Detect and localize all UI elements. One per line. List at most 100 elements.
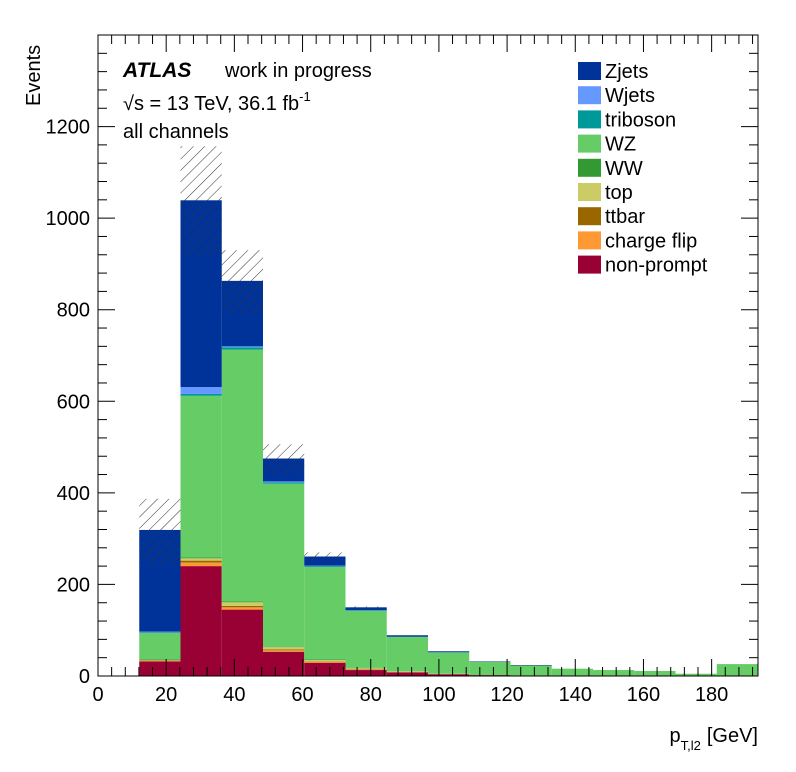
y-tick-label-4: 800: [57, 300, 90, 322]
bar-charge-flip-bin-5: [304, 661, 346, 663]
uncertainty-bands: [139, 146, 387, 610]
uncertainty-band-bin-1: [139, 498, 181, 564]
bar-wz-bin-1: [139, 632, 181, 660]
bar-ttbar-bin-2: [180, 560, 222, 563]
legend-swatch-ttbar: [578, 207, 601, 226]
x-tick-label-5: 100: [422, 684, 455, 706]
bar-non-prompt-bin-4: [263, 651, 305, 676]
bar-wz-bin-7: [386, 637, 428, 672]
bar-non-prompt-bin-3: [221, 609, 263, 676]
bar-wjets-bin-4: [263, 481, 305, 483]
energy-value: = 13 TeV, 36.1 fb: [144, 93, 299, 115]
bar-wz-bin-8: [428, 652, 470, 674]
uncertainty-band-bin-2: [180, 146, 222, 256]
bar-triboson-bin-2: [180, 393, 222, 396]
legend-swatch-wjets: [578, 86, 601, 105]
y-tick-label-0: 0: [79, 666, 90, 688]
bar-wz-bin-14: [675, 673, 717, 676]
legend-label-wjets: Wjets: [605, 85, 655, 107]
y-tick-label-2: 400: [57, 483, 90, 505]
lumi-exponent: -1: [299, 89, 311, 104]
legend-label-ww: WW: [605, 158, 643, 180]
bar-wz-bin-10: [510, 665, 552, 676]
bar-non-prompt-bin-8: [428, 674, 470, 676]
legend-label-zjets: Zjets: [605, 61, 648, 83]
bar-triboson-bin-4: [263, 482, 305, 484]
bar-non-prompt-bin-2: [180, 566, 222, 676]
channel-label: all channels: [123, 121, 229, 143]
bar-triboson-bin-3: [221, 347, 263, 350]
bar-wz-bin-2: [180, 395, 222, 558]
bar-triboson-bin-5: [304, 566, 346, 568]
bar-charge-flip-bin-2: [180, 562, 222, 567]
histogram-bars: [139, 200, 758, 676]
bar-ww-bin-3: [221, 601, 263, 603]
bar-ttbar-bin-3: [221, 605, 263, 608]
x-tick-label-8: 160: [627, 684, 660, 706]
sqrt-s: √s: [123, 93, 144, 115]
status-label: work in progress: [224, 60, 372, 82]
legend-swatch-charge-flip: [578, 231, 601, 250]
bar-ww-bin-2: [180, 557, 222, 559]
x-tick-label-2: 40: [223, 684, 245, 706]
bar-wz-bin-15: [716, 664, 758, 676]
legend-label-charge-flip: charge flip: [605, 230, 697, 252]
legend-swatch-ww: [578, 158, 601, 177]
bar-top-bin-2: [180, 558, 222, 561]
uncertainty-band-bin-5: [304, 552, 346, 562]
legend-label-ttbar: ttbar: [605, 206, 645, 228]
y-tick-label-1: 200: [57, 574, 90, 596]
energy-label: √s = 13 TeV, 36.1 fb-1: [123, 89, 311, 115]
x-tick-label-9: 180: [695, 684, 728, 706]
bar-top-bin-4: [263, 647, 305, 650]
bar-top-bin-6: [345, 668, 387, 670]
x-tick-label-4: 80: [360, 684, 382, 706]
axis-ticks: [97, 35, 758, 677]
x-axis-label-unit: [GeV]: [707, 725, 758, 747]
bar-wz-bin-11: [551, 668, 593, 676]
x-tick-label-7: 140: [559, 684, 592, 706]
legend-label-wz: WZ: [605, 134, 636, 156]
y-tick-label-6: 1200: [46, 117, 91, 139]
bar-wz-bin-13: [634, 670, 676, 676]
x-tick-label-0: 0: [92, 684, 103, 706]
bar-wjets-bin-3: [221, 346, 263, 348]
axis-tick-labels: 0 20 40 60 80 100 120 140 160 180 0 200 400 600 800 100…: [46, 117, 729, 706]
bar-ttbar-bin-4: [263, 649, 305, 651]
plot-frame: [97, 34, 759, 677]
y-tick-label-5: 1000: [46, 208, 91, 230]
bar-wz-bin-5: [304, 567, 346, 660]
x-tick-label-6: 120: [490, 684, 523, 706]
legend-swatch-top: [578, 183, 601, 201]
y-axis-label: Events: [23, 45, 45, 106]
legend-swatch-non-prompt: [578, 255, 601, 274]
bar-non-prompt-bin-1: [139, 661, 181, 676]
bar-non-prompt-bin-7: [386, 672, 428, 676]
legend-swatch-triboson: [578, 110, 601, 129]
bar-non-prompt-bin-6: [345, 670, 387, 676]
bar-wjets-bin-1: [139, 631, 181, 633]
bar-wz-bin-9: [469, 661, 511, 676]
legend-swatch-wz: [578, 134, 601, 153]
bar-charge-flip-bin-4: [263, 650, 305, 652]
uncertainty-band-bin-4: [263, 444, 305, 475]
x-axis-label: pT,l2 [GeV]: [670, 725, 759, 753]
bar-zjets-bin-7: [386, 635, 428, 637]
x-axis-label-main: p: [670, 725, 681, 747]
legend-label-non-prompt: non-prompt: [605, 255, 708, 277]
bar-wz-bin-6: [345, 610, 387, 668]
x-tick-label-1: 20: [155, 684, 177, 706]
atlas-label: ATLAS: [122, 59, 191, 82]
legend-label-triboson: triboson: [605, 109, 676, 131]
bar-wz-bin-4: [263, 483, 305, 647]
bar-zjets-bin-8: [428, 651, 470, 653]
y-tick-label-3: 600: [57, 391, 90, 413]
bar-top-bin-5: [304, 659, 346, 662]
legend-label-top: top: [605, 182, 633, 204]
legend-swatch-zjets: [578, 62, 601, 80]
bar-charge-flip-bin-3: [221, 607, 263, 610]
bar-wjets-bin-2: [180, 387, 222, 394]
uncertainty-band-bin-3: [221, 250, 263, 315]
bar-wz-bin-12: [593, 670, 635, 676]
